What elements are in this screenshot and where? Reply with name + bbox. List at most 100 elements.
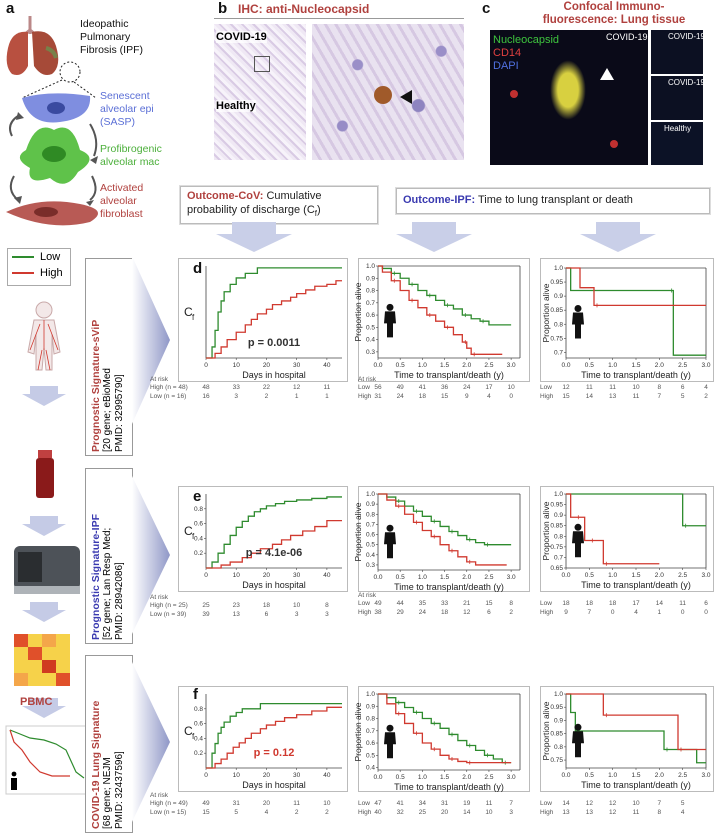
x-tick-label: 40 [323,772,331,779]
x-axis-label: Days in hospital [242,580,306,590]
y-tick-label: 0.6 [366,312,375,319]
risk-value: 4 [704,384,708,391]
right-arrows [132,256,170,822]
risk-value: 6 [704,600,708,607]
sequencer-machine-icon [14,546,80,594]
risk-value: 10 [632,384,640,391]
risk-value: 10 [293,602,301,609]
frame-f-cov [178,686,348,792]
arrow-right-e-icon [132,476,170,634]
y-tick-label: 0.8 [366,288,375,295]
y-tick-label: 1.0 [366,491,375,498]
risk-value: 15 [202,809,210,816]
signature-box-covid-lung [85,655,133,833]
risk-value: 7 [658,393,662,400]
chart-e-cov: 0 10 20 30 40 0.2 0.4 0.6 0.8 Days in hospital C f p… [150,494,342,618]
x-axis-label: Time to transplant/death (y) [394,582,504,592]
risk-value: 2 [325,809,329,816]
senescent-epithelial-cell-icon [22,93,91,123]
risk-value: 7 [588,609,592,616]
risk-value: 41 [397,800,405,807]
cycle-arrows-icon [9,115,98,201]
x-tick-label: 2.0 [655,362,664,369]
y-axis-label: C [184,305,193,319]
risk-value: 5 [234,809,238,816]
panel-label-e: e [193,488,202,505]
fibroblast-label: Activated alveolar fibroblast [100,182,144,220]
arrow-right-d-icon [132,256,170,424]
risk-value: 11 [633,809,640,816]
confocal-thumb-1 [651,30,703,74]
series-high [566,693,706,751]
y-tick-label: 0.4 [366,765,375,772]
risk-row-label: High [358,809,372,816]
person-body-icon [384,311,396,338]
y-axis-label: Proportion alive [353,702,363,761]
x-tick-label: 10 [233,362,241,369]
y-tick-label: 0.9 [366,275,375,282]
risk-value: 49 [374,600,382,607]
person-icon [386,724,394,732]
y-tick-label: 0.6 [194,521,203,528]
series-low [206,702,342,769]
ipf-down-arrow-1-icon [396,222,472,252]
x-axis-label: Time to transplant/death (y) [581,580,691,590]
risk-value: 12 [562,384,570,391]
risk-value: 31 [233,800,241,807]
risk-value: 17 [632,600,640,607]
risk-value: 0 [704,609,708,616]
y-tick-label: 0.8 [554,321,563,328]
x-tick-label: 0.5 [396,574,405,581]
risk-value: 12 [463,609,471,616]
risk-value: 4 [487,393,491,400]
risk-table: Low 47 41 34 31 19 11 7 High 40 32 25 20 14 10 3 [358,800,513,816]
x-tick-label: 10 [233,772,241,779]
risk-value: 3 [234,393,238,400]
y-axis-label: Proportion alive [541,283,551,342]
x-tick-label: 30 [293,572,301,579]
chart-d-ipf2: 0.0 0.5 1.0 1.5 2.0 2.5 3.0 0.7 0.75 0.8 0.85 0.9 0.… [540,265,711,400]
risk-value: 18 [586,600,594,607]
chart-d-cov: 0 10 20 30 40 Days in hospital C f p = 0.0011 At … [150,266,342,400]
arrow-down-1-icon [22,386,66,406]
frame-e-cov [178,486,348,592]
risk-value: 2 [704,393,708,400]
dapi-label: DAPI [493,60,519,72]
risk-value: 24 [397,393,405,400]
p-value: p = 0.12 [254,747,295,759]
header-arrows [216,222,656,252]
x-tick-label: 0.5 [585,362,594,369]
risk-value: 22 [263,384,271,391]
ihc-covid-label: COVID-19 [216,31,267,43]
series-high [378,493,507,566]
risk-value: 0 [611,609,615,616]
y-axis-label: C [184,724,193,738]
risk-value: 31 [374,393,382,400]
y-axis-label: Proportion alive [353,282,363,341]
risk-value: 32 [397,809,405,816]
blood-tube-icon [36,450,54,498]
risk-value: 33 [233,384,241,391]
risk-value: 0 [681,609,685,616]
x-tick-label: 1.0 [418,574,427,581]
risk-header: At risk [150,792,169,799]
risk-value: 36 [441,384,449,391]
y-tick-label: 0.6 [366,532,375,539]
y-tick-label: 1.0 [366,263,375,270]
risk-value: 8 [509,600,513,607]
outcome-cov-header: Outcome-CoV: Cumulative probability of d… [180,186,378,224]
risk-value: 49 [397,384,405,391]
panel-label-a: a [6,0,15,17]
risk-value: 2 [295,809,299,816]
person-body-icon [572,731,584,758]
y-tick-label: 0.9 [366,501,375,508]
risk-value: 13 [586,809,594,816]
risk-row-label: High [358,609,372,616]
risk-value: 12 [586,800,594,807]
heatmap-icon [14,634,70,686]
risk-row-label: Low [358,800,370,807]
outcome-ipf-header: Outcome-IPF: Time to lung transplant or … [396,188,710,214]
left-column-icons [5,301,87,795]
panel-b-title: IHC: anti-Nucleocapsid [238,2,370,16]
